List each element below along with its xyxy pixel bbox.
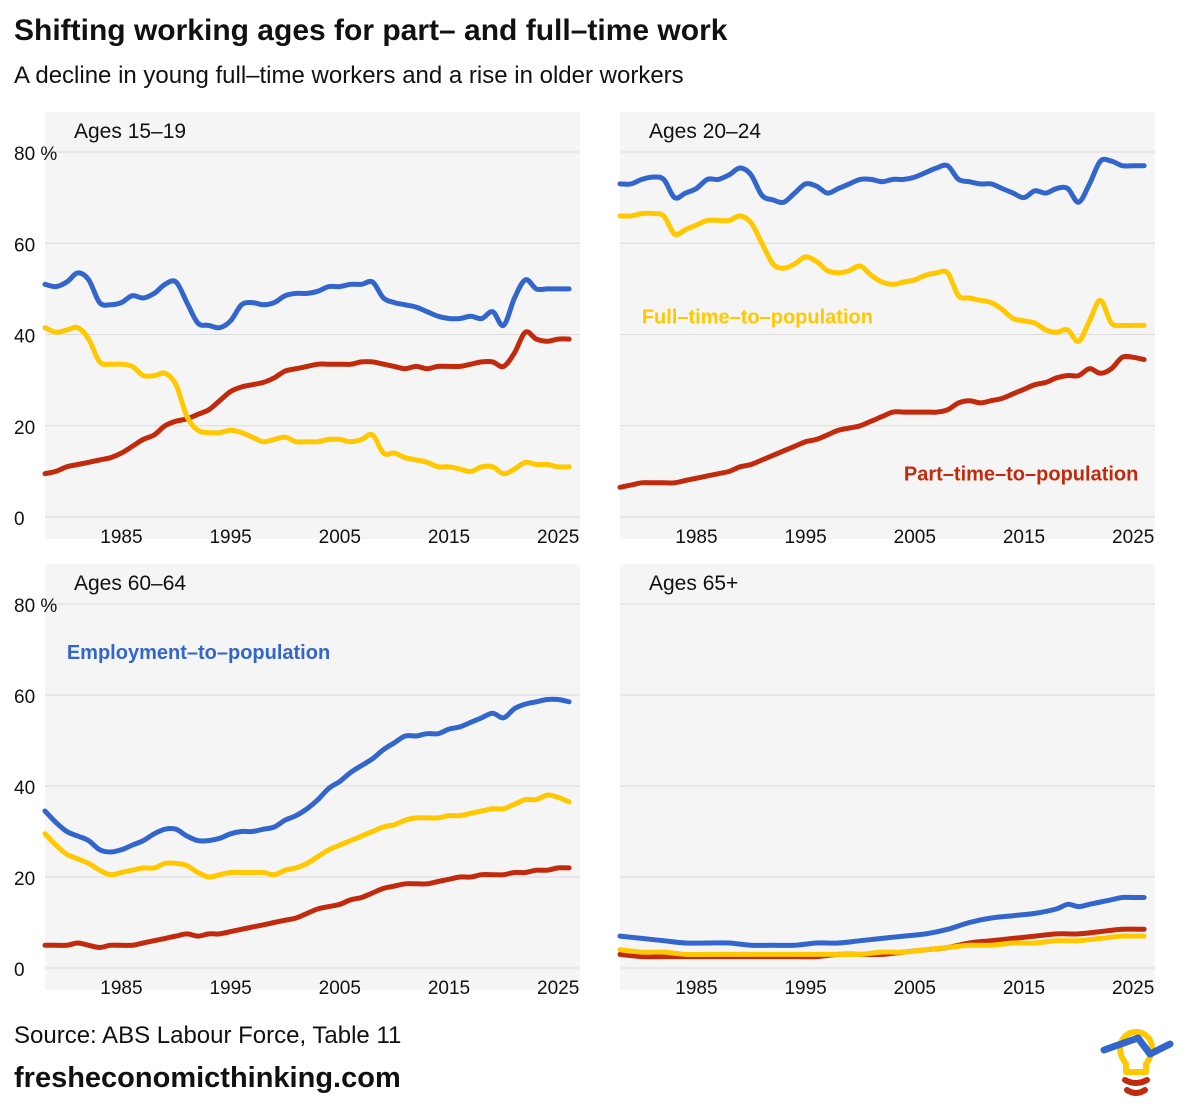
x-tick-label: 2025 bbox=[537, 527, 579, 548]
panel-title: Ages 20–24 bbox=[649, 120, 761, 143]
panel-title: Ages 65+ bbox=[649, 572, 738, 595]
parttime-series-label: Part–time–to–population bbox=[904, 464, 1138, 486]
panel-title: Ages 15–19 bbox=[74, 120, 186, 143]
fulltime-series-line bbox=[42, 324, 572, 477]
panel-4: Ages 65+ 1985 1995 2005 2015 2025 bbox=[617, 564, 1155, 999]
employment-series-line bbox=[617, 894, 1147, 948]
x-tick-label: 1985 bbox=[675, 978, 717, 999]
y-tick-label: 60 bbox=[14, 687, 35, 708]
x-tick-label: 1985 bbox=[675, 527, 717, 548]
y-tick-label: 0 bbox=[14, 960, 25, 981]
source-note: Source: ABS Labour Force, Table 11 bbox=[14, 1022, 402, 1049]
x-tick-label: 1995 bbox=[209, 978, 251, 999]
fulltime-series-line bbox=[42, 792, 572, 880]
panel-title: Ages 60–64 bbox=[74, 572, 186, 595]
x-tick-label: 2005 bbox=[894, 978, 936, 999]
employment-series-line bbox=[42, 270, 572, 331]
x-tick-label: 2015 bbox=[428, 978, 470, 999]
employment-series-line bbox=[42, 696, 572, 855]
website-name: fresheconomicthinking.com bbox=[14, 1062, 401, 1094]
chart-title: Shifting working ages for part– and full… bbox=[14, 14, 728, 47]
x-tick-label: 2015 bbox=[428, 527, 470, 548]
x-tick-label: 2005 bbox=[319, 978, 361, 999]
fulltime-series-line bbox=[617, 210, 1147, 344]
y-tick-label: 20 bbox=[14, 418, 35, 439]
panel-background bbox=[620, 564, 1155, 990]
panel-1: Ages 15–19 0 20 40 60 80 % 1985 1995 2005 2015 202… bbox=[14, 112, 580, 548]
x-tick-label: 2025 bbox=[537, 978, 579, 999]
lightbulb-logo-icon bbox=[1100, 1029, 1174, 1096]
y-tick-label: 80 % bbox=[14, 596, 57, 617]
x-tick-label: 2015 bbox=[1003, 527, 1045, 548]
y-tick-label: 80 % bbox=[14, 144, 57, 165]
x-tick-label: 2015 bbox=[1003, 978, 1045, 999]
y-tick-label: 60 bbox=[14, 235, 35, 256]
x-tick-label: 2025 bbox=[1112, 527, 1154, 548]
x-tick-label: 2005 bbox=[894, 527, 936, 548]
x-tick-label: 1985 bbox=[100, 978, 142, 999]
parttime-series-line bbox=[42, 865, 572, 950]
x-tick-label: 2005 bbox=[319, 527, 361, 548]
y-tick-label: 20 bbox=[14, 869, 35, 890]
panel-3: Ages 60–64 0 20 40 60 80 % 1985 1995 2005 2015 202… bbox=[14, 564, 580, 999]
x-tick-label: 1995 bbox=[209, 527, 251, 548]
x-tick-label: 1985 bbox=[100, 527, 142, 548]
chart-subtitle: A decline in young full–time workers and… bbox=[14, 62, 684, 89]
x-tick-label: 1995 bbox=[784, 978, 826, 999]
employment-series-label: Employment–to–population bbox=[67, 642, 330, 664]
y-tick-label: 0 bbox=[14, 509, 25, 530]
parttime-series-line bbox=[617, 353, 1147, 490]
y-tick-label: 40 bbox=[14, 778, 35, 799]
employment-series-line bbox=[617, 156, 1147, 205]
y-tick-label: 40 bbox=[14, 327, 35, 348]
x-tick-label: 2025 bbox=[1112, 978, 1154, 999]
panel-background bbox=[45, 564, 580, 990]
fulltime-series-line bbox=[617, 933, 1147, 958]
fulltime-series-label: Full–time–to–population bbox=[642, 306, 873, 328]
x-tick-label: 1995 bbox=[784, 527, 826, 548]
parttime-series-line bbox=[42, 329, 572, 477]
panel-2: Ages 20–24 1985 1995 2005 2015 2025 Full–time–… bbox=[617, 112, 1155, 548]
